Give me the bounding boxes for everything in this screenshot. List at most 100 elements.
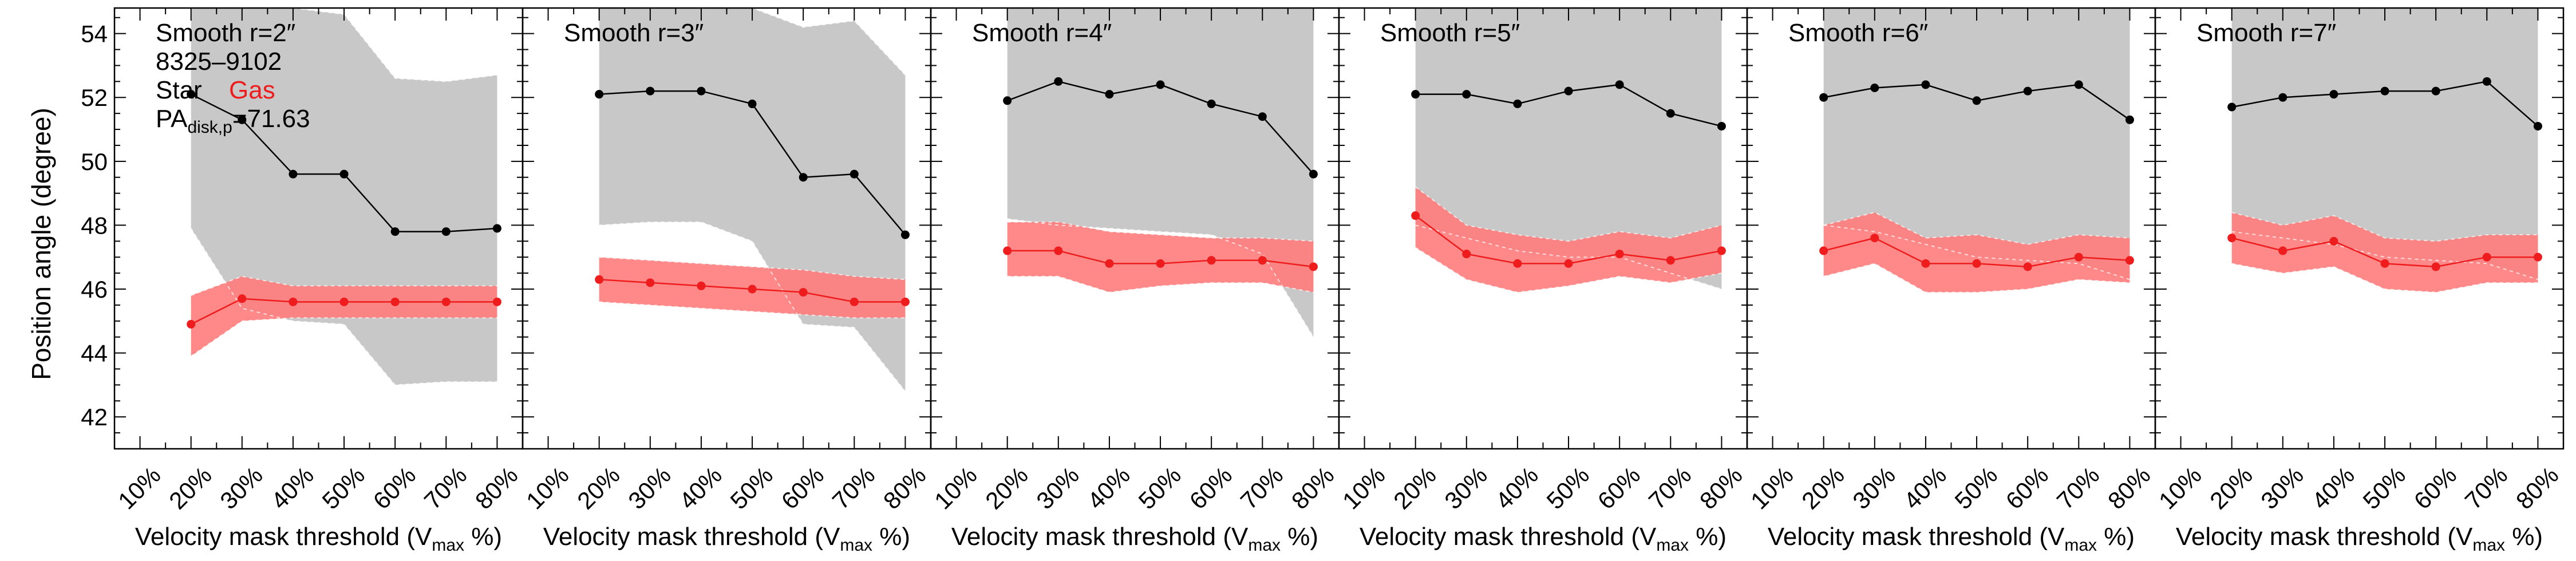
y-tick-label: 52 xyxy=(81,84,108,111)
panel-6: 10%20%30%40%50%60%70%80% Velocity mask th… xyxy=(2154,7,2565,555)
gas-point xyxy=(2380,259,2389,268)
x-axis-label-sub: max xyxy=(1248,536,1281,555)
star-point xyxy=(850,169,859,179)
gas-band-upper-edge xyxy=(1007,221,1314,242)
x-tick-label: 80% xyxy=(2103,461,2156,515)
gas-band-lower-edge xyxy=(191,317,497,357)
gas-point xyxy=(2431,262,2440,271)
x-tick-label: 80% xyxy=(2511,461,2564,515)
x-tick-label: 20% xyxy=(2204,461,2258,515)
y-tick-label: 44 xyxy=(81,340,108,367)
gas-point xyxy=(187,319,196,329)
gas-point xyxy=(1309,262,1318,271)
x-tick-label: 40% xyxy=(1898,461,1951,515)
star-point xyxy=(1156,80,1165,89)
gas-point xyxy=(441,297,451,306)
gas-point xyxy=(1258,256,1267,265)
legend-gas: Gas xyxy=(229,76,275,104)
star-point xyxy=(441,227,451,236)
gas-point xyxy=(390,297,400,306)
x-tick-label: 70% xyxy=(827,461,880,515)
pa-value: =71.63 xyxy=(232,105,310,133)
gas-point xyxy=(289,297,298,306)
star-point xyxy=(1105,90,1114,99)
gas-point xyxy=(1717,246,1726,255)
x-axis-label-tail: %) xyxy=(2097,523,2135,551)
x-axis-label-tail: %) xyxy=(2505,523,2543,551)
gas-band xyxy=(1823,212,2130,293)
gas-point xyxy=(1207,256,1216,265)
pa-sub: disk,p xyxy=(187,118,232,137)
gas-point xyxy=(1972,259,1981,268)
star-band xyxy=(1415,8,1722,290)
x-axis-label-sub: max xyxy=(1656,536,1689,555)
x-axis-label-main: Velocity mask threshold (V xyxy=(1768,523,2065,551)
x-tick-label: 10% xyxy=(113,461,166,515)
x-axis-label: Velocity mask threshold (Vmax %) xyxy=(1768,523,2135,555)
gas-point xyxy=(646,278,655,287)
x-tick-label: 60% xyxy=(1184,461,1238,515)
star-point xyxy=(289,169,298,179)
x-tick-label: 70% xyxy=(1235,461,1289,515)
gas-point xyxy=(1666,256,1675,265)
gas-band-lower-edge xyxy=(599,301,906,319)
star-point xyxy=(1513,99,1522,108)
gas-point xyxy=(492,297,501,306)
star-point xyxy=(2227,102,2237,112)
x-tick-label: 60% xyxy=(1593,461,1646,515)
x-tick-label: 80% xyxy=(1694,461,1748,515)
star-point xyxy=(187,90,196,99)
panel-title: Smooth r=2″ xyxy=(156,19,295,47)
y-tick-label: 48 xyxy=(81,212,108,239)
panel-5: 10%20%30%40%50%60%70%80% Velocity mask th… xyxy=(1745,7,2156,555)
x-tick-label: 80% xyxy=(470,461,523,515)
x-tick-label: 10% xyxy=(1337,461,1390,515)
x-axis-label-main: Velocity mask threshold (V xyxy=(2176,523,2473,551)
x-axis-label: Velocity mask threshold (Vmax %) xyxy=(2176,523,2543,555)
star-point xyxy=(1564,86,1573,96)
x-tick-label: 10% xyxy=(1745,461,1799,515)
x-tick-label: 60% xyxy=(2001,461,2054,515)
gas-point xyxy=(2125,256,2134,265)
gas-band xyxy=(2231,212,2538,293)
x-tick-label: 20% xyxy=(164,461,217,515)
star-point xyxy=(1666,109,1675,118)
gas-point xyxy=(2227,234,2237,243)
gas-point xyxy=(1513,259,1522,268)
gas-point xyxy=(1003,246,1012,255)
x-tick-label: 30% xyxy=(1439,461,1492,515)
x-axis-label: Velocity mask threshold (Vmax %) xyxy=(1360,523,1726,555)
x-tick-label: 70% xyxy=(419,461,472,515)
y-tick-label: 50 xyxy=(81,148,108,175)
gas-band-upper-edge xyxy=(599,256,906,280)
x-tick-label: 10% xyxy=(521,461,574,515)
gas-band-upper-edge xyxy=(2231,212,2538,242)
galaxy-id: 8325–9102 xyxy=(156,48,282,76)
star-point xyxy=(2431,86,2440,96)
star-point xyxy=(1258,112,1267,121)
panel-1: 42 44 46 48 50 52 54 10%20%30%40%50%60%70%80% Ve… xyxy=(81,7,524,555)
gas-point xyxy=(2329,236,2338,246)
x-axis-label-sub: max xyxy=(840,536,872,555)
x-axis-label: Velocity mask threshold (Vmax %) xyxy=(135,523,502,555)
star-band-lower-edge xyxy=(1415,224,1722,290)
x-axis-label-sub: max xyxy=(432,536,464,555)
x-tick-label: 40% xyxy=(674,461,727,515)
star-point xyxy=(1411,90,1420,99)
star-point xyxy=(595,90,604,99)
gas-point xyxy=(2533,252,2542,262)
star-point xyxy=(799,173,808,182)
legend-star: Star xyxy=(156,76,202,104)
y-tick-label: 54 xyxy=(81,21,108,48)
star-point xyxy=(390,227,400,236)
x-tick-label: 70% xyxy=(2052,461,2105,515)
star-point xyxy=(748,99,757,108)
gas-point xyxy=(238,294,247,303)
star-point xyxy=(1462,90,1471,99)
x-tick-label: 30% xyxy=(1031,461,1084,515)
gas-band xyxy=(1415,187,1722,293)
panel-title: Smooth r=5″ xyxy=(1380,19,1520,47)
gas-point xyxy=(339,297,349,306)
x-tick-label: 70% xyxy=(2460,461,2513,515)
